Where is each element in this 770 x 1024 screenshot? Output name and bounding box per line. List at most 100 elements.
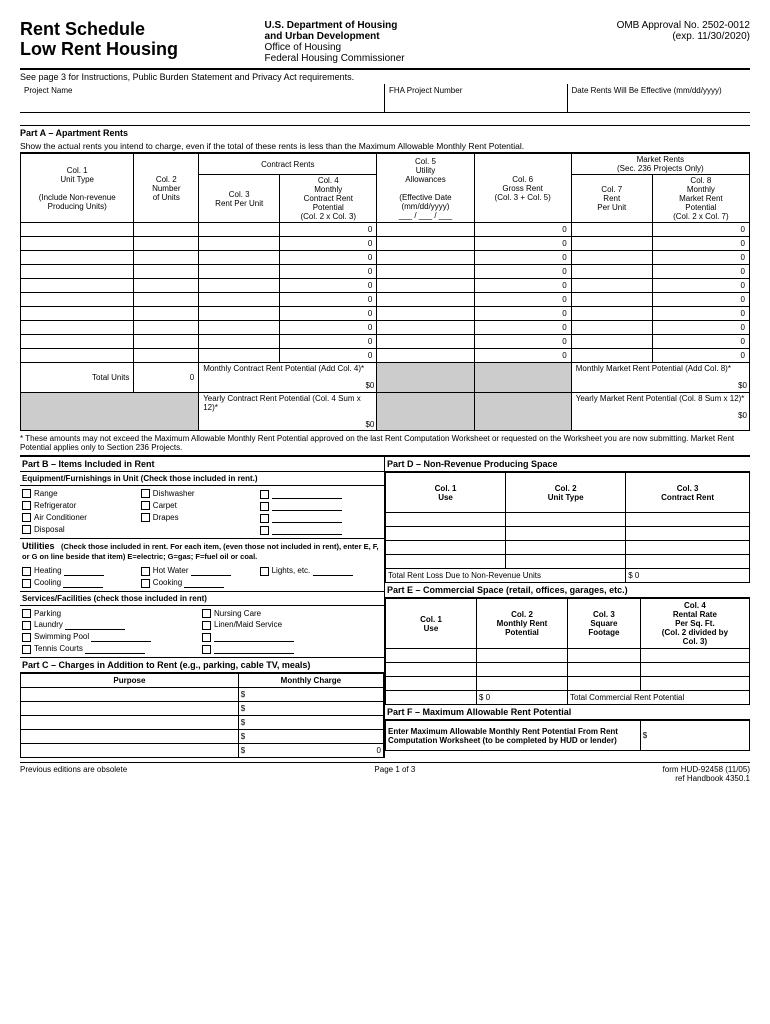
project-name-field[interactable]: Project Name bbox=[20, 84, 385, 112]
table-row[interactable] bbox=[386, 691, 477, 705]
dept-line4: Federal Housing Commissioner bbox=[265, 53, 506, 64]
rent-row[interactable]: 000 bbox=[21, 223, 750, 237]
col7-header: Col. 7RentPer Unit bbox=[571, 175, 652, 223]
checkbox[interactable] bbox=[260, 502, 269, 511]
charge-row[interactable] bbox=[21, 744, 239, 758]
fha-number-field[interactable]: FHA Project Number bbox=[385, 84, 568, 112]
charge-row[interactable] bbox=[21, 730, 239, 744]
col3-header: Col. 3Rent Per Unit bbox=[199, 175, 280, 223]
total-units-value: 0 bbox=[134, 363, 199, 393]
title-line2: Low Rent Housing bbox=[20, 40, 261, 60]
footer-center: Page 1 of 3 bbox=[374, 765, 415, 783]
checkbox[interactable] bbox=[260, 526, 269, 535]
rent-row[interactable]: 000 bbox=[21, 321, 750, 335]
checkbox[interactable] bbox=[260, 567, 269, 576]
col6-header: Col. 6Gross Rent(Col. 3 + Col. 5) bbox=[474, 154, 571, 223]
col4-header: Col. 4MonthlyContract RentPotential(Col.… bbox=[280, 175, 377, 223]
charge-row[interactable] bbox=[21, 702, 239, 716]
charge-header: Monthly Charge bbox=[238, 674, 383, 688]
checkbox[interactable] bbox=[22, 645, 31, 654]
checkbox[interactable] bbox=[141, 513, 150, 522]
total-comm-value: $ 0 bbox=[477, 691, 568, 705]
checkbox[interactable] bbox=[141, 489, 150, 498]
table-row[interactable] bbox=[386, 527, 506, 541]
max-allowable-value[interactable]: $ bbox=[640, 721, 749, 751]
rent-row[interactable]: 000 bbox=[21, 265, 750, 279]
services-header: Services/Facilities (check those include… bbox=[20, 591, 384, 606]
part-c-header: Part C – Charges in Addition to Rent (e.… bbox=[20, 657, 384, 673]
table-row[interactable] bbox=[386, 541, 506, 555]
utilities-section: Utilities (Check those included in rent.… bbox=[20, 538, 384, 563]
instructions-note: See page 3 for Instructions, Public Burd… bbox=[20, 70, 750, 84]
checkbox[interactable] bbox=[22, 621, 31, 630]
mmrp-cell: Monthly Market Rent Potential (Add Col. … bbox=[571, 363, 749, 393]
checkbox[interactable] bbox=[22, 513, 31, 522]
part-e-header: Part E – Commercial Space (retail, offic… bbox=[385, 583, 750, 598]
checkbox[interactable] bbox=[202, 633, 211, 642]
table-row[interactable] bbox=[386, 663, 477, 677]
total-units-label: Total Units bbox=[21, 363, 134, 393]
charge-row[interactable] bbox=[21, 688, 239, 702]
rent-row[interactable]: 000 bbox=[21, 279, 750, 293]
nonrev-table: Col. 1 Use Col. 2 Unit Type Col. 3 Contr… bbox=[385, 472, 750, 583]
rent-table: Col. 1Unit Type(Include Non-revenueProdu… bbox=[20, 153, 750, 431]
checkbox[interactable] bbox=[202, 609, 211, 618]
checkbox[interactable] bbox=[22, 633, 31, 642]
table-row[interactable] bbox=[386, 649, 477, 663]
checkbox[interactable] bbox=[22, 567, 31, 576]
checkbox[interactable] bbox=[260, 490, 269, 499]
checkbox[interactable] bbox=[202, 645, 211, 654]
rent-row[interactable]: 000 bbox=[21, 307, 750, 321]
checkbox[interactable] bbox=[22, 525, 31, 534]
checkbox[interactable] bbox=[141, 579, 150, 588]
dept-line1: U.S. Department of Housing bbox=[265, 20, 506, 31]
market-rents-header: Market Rents(Sec. 236 Projects Only) bbox=[571, 154, 749, 175]
col8-header: Col. 8MonthlyMarket RentPotential(Col. 2… bbox=[652, 175, 749, 223]
max-allowable-label: Enter Maximum Allowable Monthly Rent Pot… bbox=[386, 721, 641, 751]
equipment-header: Equipment/Furnishings in Unit (Check tho… bbox=[20, 472, 384, 486]
dept-line2: and Urban Development bbox=[265, 31, 506, 42]
omb-block: OMB Approval No. 2502-0012 (exp. 11/30/2… bbox=[509, 20, 750, 64]
effective-date-field[interactable]: Date Rents Will Be Effective (mm/dd/yyyy… bbox=[568, 84, 751, 112]
department-block: U.S. Department of Housing and Urban Dev… bbox=[265, 20, 506, 64]
table-row[interactable] bbox=[386, 513, 506, 527]
rent-row[interactable]: 000 bbox=[21, 251, 750, 265]
omb-number: OMB Approval No. 2502-0012 bbox=[509, 20, 750, 31]
ycrp-cell: Yearly Contract Rent Potential (Col. 4 S… bbox=[199, 393, 377, 431]
e-col1: Col. 1 Use bbox=[386, 599, 477, 649]
mcrp-cell: Monthly Contract Rent Potential (Add Col… bbox=[199, 363, 377, 393]
gray-cell-5 bbox=[474, 393, 571, 431]
charge-row[interactable] bbox=[21, 716, 239, 730]
checkbox[interactable] bbox=[202, 621, 211, 630]
header: Rent Schedule Low Rent Housing U.S. Depa… bbox=[20, 20, 750, 70]
table-row[interactable] bbox=[386, 677, 477, 691]
form-title: Rent Schedule Low Rent Housing bbox=[20, 20, 261, 64]
checkbox[interactable] bbox=[22, 501, 31, 510]
footer: Previous editions are obsolete Page 1 of… bbox=[20, 762, 750, 783]
rent-loss-label: Total Rent Loss Due to Non-Revenue Units bbox=[386, 569, 626, 583]
services-grid: ParkingNursing CareLaundry Linen/Maid Se… bbox=[20, 606, 384, 657]
checkbox[interactable] bbox=[22, 489, 31, 498]
title-line1: Rent Schedule bbox=[20, 20, 261, 40]
d-col3: Col. 3 Contract Rent bbox=[626, 473, 750, 513]
checkbox[interactable] bbox=[22, 609, 31, 618]
gray-cell-1 bbox=[377, 363, 474, 393]
part-a-header: Part A – Apartment Rents bbox=[20, 125, 750, 140]
ymrp-cell: Yearly Market Rent Potential (Col. 8 Sum… bbox=[571, 393, 749, 431]
checkbox[interactable] bbox=[22, 579, 31, 588]
checkbox[interactable] bbox=[141, 501, 150, 510]
rent-row[interactable]: 000 bbox=[21, 349, 750, 363]
part-f-header: Part F – Maximum Allowable Rent Potentia… bbox=[385, 705, 750, 720]
col1-header: Col. 1Unit Type(Include Non-revenueProdu… bbox=[21, 154, 134, 223]
utilities-note: (Check those included in rent. For each … bbox=[22, 540, 379, 563]
footer-left: Previous editions are obsolete bbox=[20, 765, 127, 783]
e-col2: Col. 2 Monthly Rent Potential bbox=[477, 599, 568, 649]
rent-row[interactable]: 000 bbox=[21, 237, 750, 251]
lower-section: Part B – Items Included in Rent Equipmen… bbox=[20, 455, 750, 758]
checkbox[interactable] bbox=[260, 514, 269, 523]
table-row[interactable] bbox=[386, 555, 506, 569]
gray-cell-4 bbox=[377, 393, 474, 431]
rent-row[interactable]: 000 bbox=[21, 293, 750, 307]
checkbox[interactable] bbox=[141, 567, 150, 576]
rent-row[interactable]: 000 bbox=[21, 335, 750, 349]
